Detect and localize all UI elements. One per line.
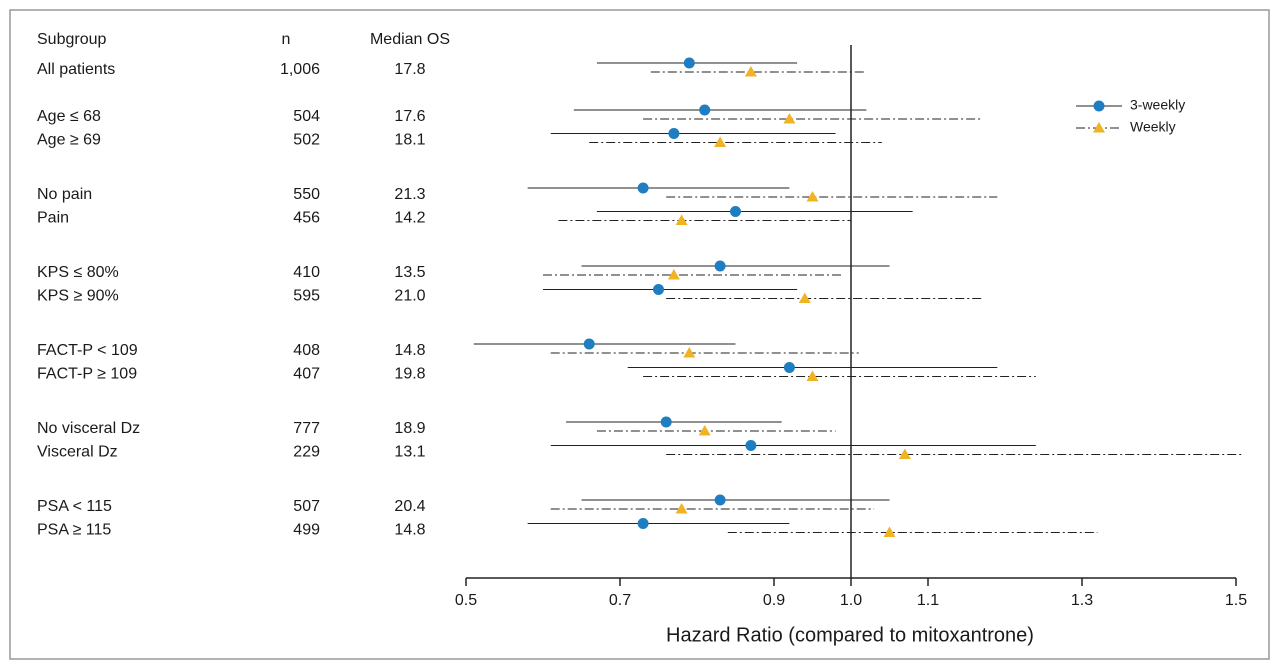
- subgroup-label: No visceral Dz: [37, 420, 140, 437]
- point-marker: [714, 136, 727, 147]
- median-os: 13.5: [394, 264, 425, 281]
- point-marker: [698, 425, 711, 436]
- point-marker: [583, 338, 595, 350]
- point-marker: [668, 128, 680, 139]
- point-marker: [898, 448, 911, 459]
- x-tick-label: 0.7: [609, 592, 631, 609]
- x-tick-label: 1.0: [840, 592, 862, 609]
- column-header: Subgroup: [37, 31, 106, 48]
- n-value: 777: [293, 420, 320, 437]
- point-marker: [675, 214, 688, 225]
- point-marker: [798, 292, 811, 303]
- median-os: 21.3: [394, 186, 425, 203]
- legend-label: 3-weekly: [1130, 97, 1185, 113]
- median-os: 17.8: [394, 61, 425, 78]
- n-value: 550: [293, 186, 320, 203]
- median-os: 18.9: [394, 420, 425, 437]
- subgroup-label: Pain: [37, 210, 69, 227]
- median-os: 14.8: [394, 342, 425, 359]
- point-marker: [883, 526, 896, 537]
- x-tick-label: 0.5: [455, 592, 477, 609]
- n-value: 595: [293, 288, 320, 305]
- x-tick-label: 1.1: [917, 592, 939, 609]
- n-value: 456: [293, 210, 320, 227]
- frame: [9, 9, 1270, 660]
- subgroup-label: PSA < 115: [37, 498, 112, 515]
- point-marker: [714, 260, 726, 272]
- subgroup-label: KPS ≥ 90%: [37, 288, 119, 305]
- median-os: 18.1: [394, 132, 425, 149]
- x-tick-label: 1.5: [1225, 592, 1247, 609]
- subgroup-label: FACT-P < 109: [37, 342, 138, 359]
- x-tick-label: 0.9: [763, 592, 785, 609]
- n-value: 408: [293, 342, 320, 359]
- median-os: 14.2: [394, 210, 425, 227]
- subgroup-label: No pain: [37, 186, 92, 203]
- point-marker: [683, 57, 695, 69]
- point-marker: [667, 269, 680, 280]
- point-marker: [675, 503, 688, 514]
- x-axis-title: Hazard Ratio (compared to mitoxantrone): [666, 624, 1034, 646]
- subgroup-label: KPS ≤ 80%: [37, 264, 119, 281]
- n-value: 1,006: [280, 61, 320, 78]
- column-header: n: [282, 31, 291, 48]
- median-os: 20.4: [394, 498, 425, 515]
- point-marker: [730, 206, 741, 217]
- n-value: 410: [293, 264, 320, 281]
- point-marker: [783, 113, 796, 124]
- n-value: 229: [293, 444, 320, 461]
- median-os: 19.8: [394, 366, 425, 383]
- median-os: 14.8: [394, 522, 425, 539]
- x-tick-label: 1.3: [1071, 592, 1093, 609]
- point-marker: [783, 362, 795, 373]
- point-marker: [1093, 122, 1105, 133]
- point-marker: [699, 104, 711, 116]
- point-marker: [745, 440, 757, 451]
- legend-label: Weekly: [1130, 119, 1176, 135]
- point-marker: [637, 518, 649, 529]
- point-marker: [653, 284, 664, 295]
- n-value: 504: [293, 108, 320, 125]
- point-marker: [1093, 100, 1105, 112]
- n-value: 502: [293, 132, 320, 149]
- subgroup-label: Age ≥ 69: [37, 132, 101, 149]
- point-marker: [714, 494, 726, 506]
- n-value: 507: [293, 498, 320, 515]
- median-os: 17.6: [394, 108, 425, 125]
- median-os: 21.0: [394, 288, 425, 305]
- subgroup-label: PSA ≥ 115: [37, 522, 111, 539]
- point-marker: [660, 416, 672, 428]
- n-value: 499: [293, 522, 320, 539]
- median-os: 13.1: [394, 444, 425, 461]
- point-marker: [806, 370, 819, 381]
- point-marker: [744, 66, 757, 77]
- point-marker: [637, 182, 649, 194]
- subgroup-label: FACT-P ≥ 109: [37, 366, 137, 383]
- point-marker: [806, 191, 819, 202]
- subgroup-label: Age ≤ 68: [37, 108, 101, 125]
- subgroup-label: Visceral Dz: [37, 444, 118, 461]
- subgroup-label: All patients: [37, 61, 115, 78]
- point-marker: [683, 347, 696, 358]
- n-value: 407: [293, 366, 320, 383]
- column-header: Median OS: [370, 31, 450, 48]
